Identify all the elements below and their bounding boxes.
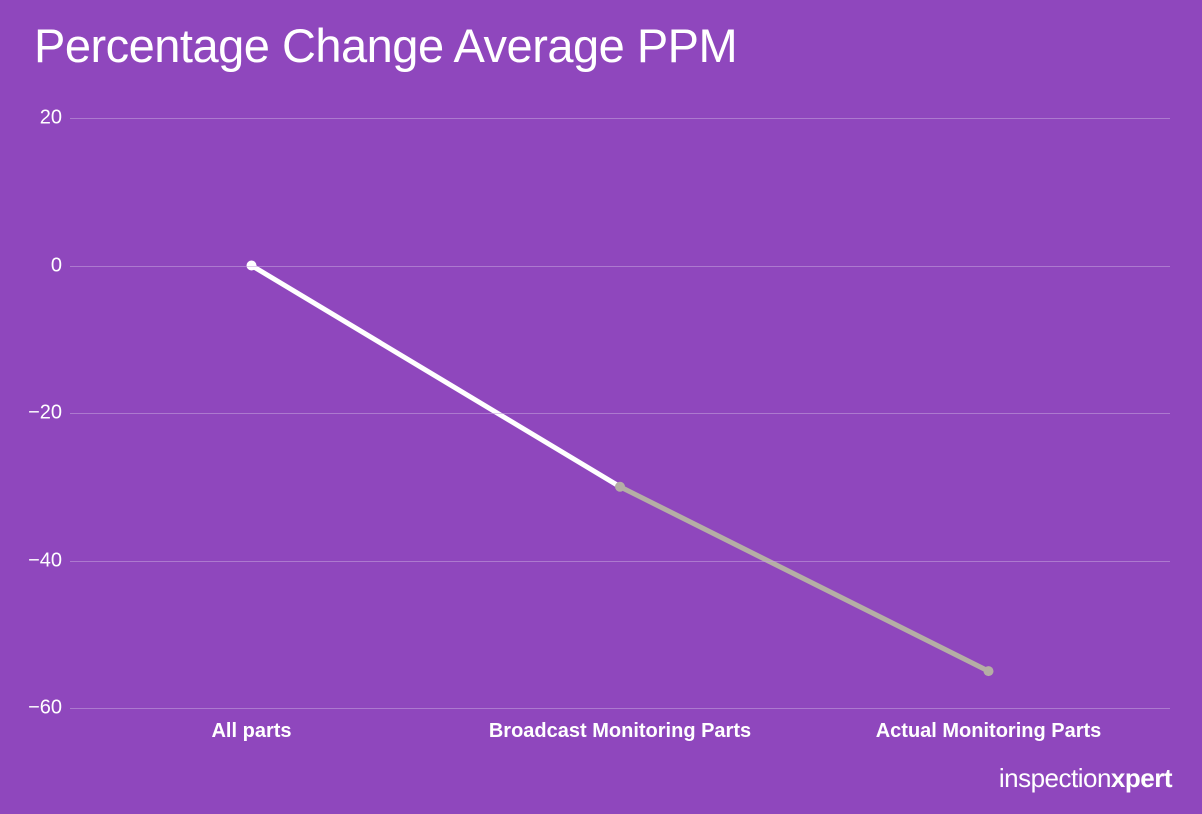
line-segment: [252, 266, 621, 487]
plot-area: [70, 118, 1170, 708]
x-tick-label: Broadcast Monitoring Parts: [489, 720, 751, 743]
chart-title: Percentage Change Average PPM: [34, 18, 737, 73]
y-tick-label: −20: [12, 402, 62, 425]
brand-logo: inspectionxpert: [999, 763, 1172, 794]
gridline: [70, 708, 1170, 709]
y-tick-label: 0: [12, 254, 62, 277]
y-tick-label: −60: [12, 697, 62, 720]
gridline: [70, 266, 1170, 267]
gridline: [70, 413, 1170, 414]
brand-suffix: xpert: [1111, 763, 1172, 793]
data-point-marker: [615, 482, 625, 492]
brand-prefix: inspection: [999, 763, 1111, 793]
y-tick-label: 20: [12, 107, 62, 130]
line-segment: [620, 487, 989, 671]
gridline: [70, 118, 1170, 119]
gridline: [70, 561, 1170, 562]
y-tick-label: −40: [12, 549, 62, 572]
x-tick-label: Actual Monitoring Parts: [876, 720, 1102, 743]
data-point-marker: [984, 666, 994, 676]
x-tick-label: All parts: [211, 720, 291, 743]
